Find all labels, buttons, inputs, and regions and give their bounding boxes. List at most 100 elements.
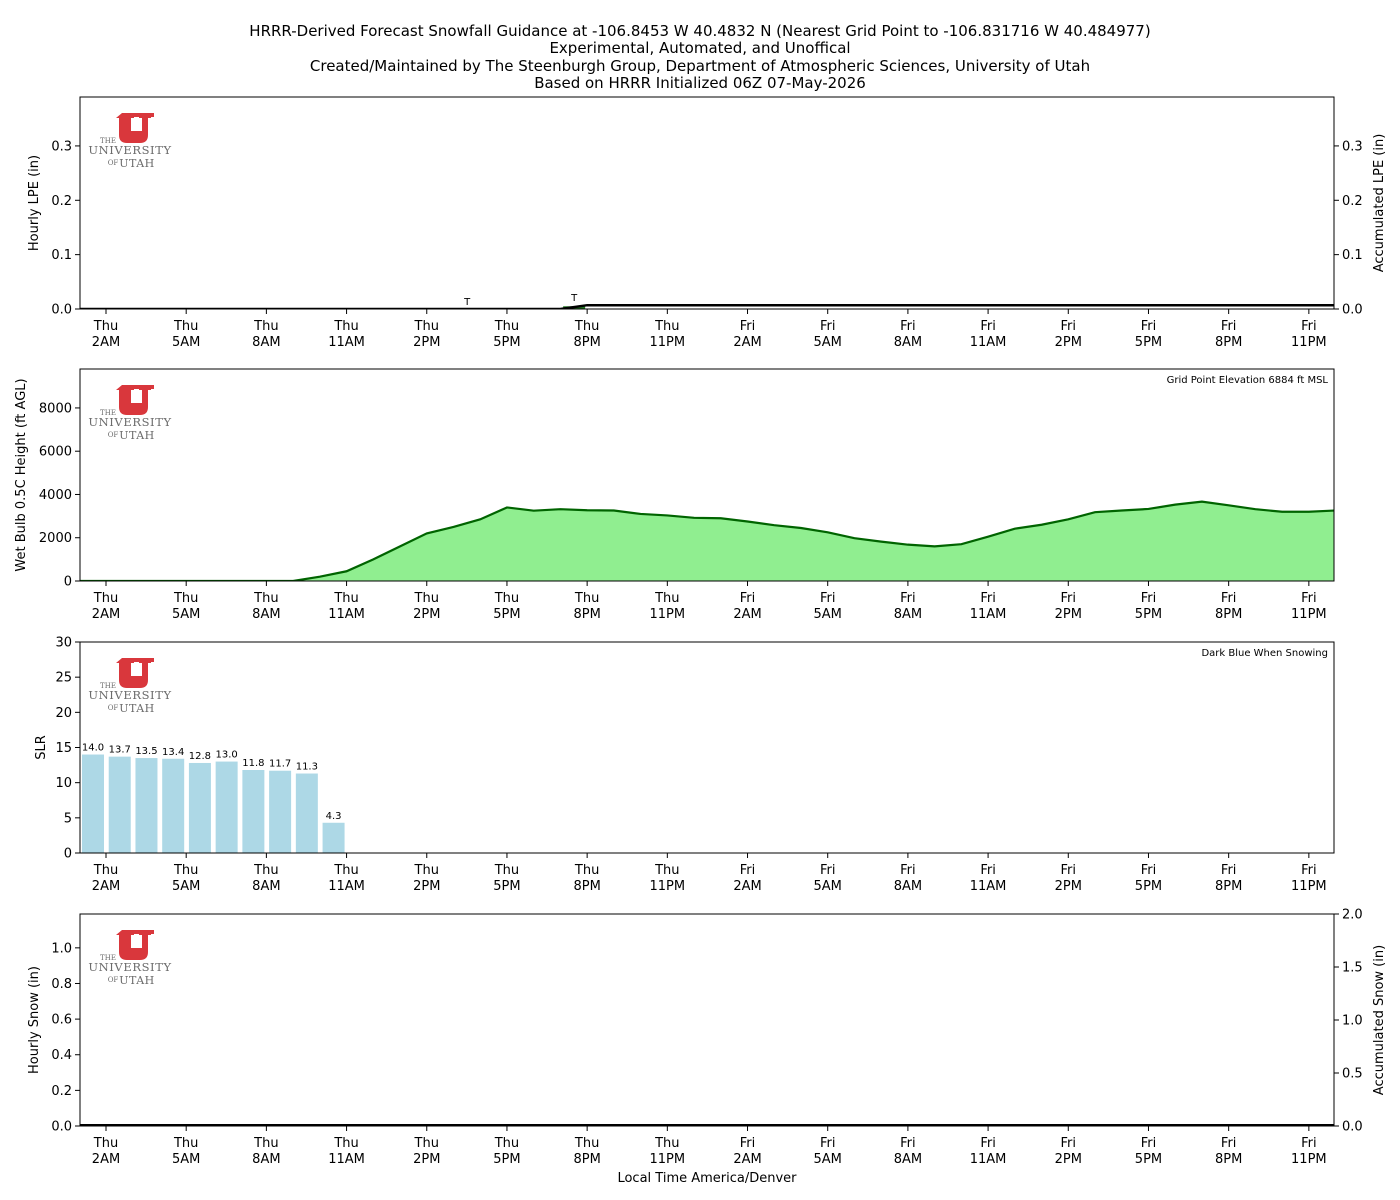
x-tick-time-label: 11AM [970, 335, 1007, 350]
x-tick-day-label: Fri [820, 1136, 836, 1151]
x-tick-day-label: Fri [1061, 319, 1077, 334]
x-tick-day-label: Thu [494, 863, 519, 878]
x-tick-day-label: Fri [980, 591, 996, 606]
x-tick-time-label: 2AM [733, 607, 761, 622]
slr-bar-label: 13.4 [162, 747, 184, 758]
panel-1-y2tick-label: 0.3 [1342, 139, 1363, 154]
slr-bar [215, 761, 238, 853]
slr-bar [108, 756, 131, 853]
x-tick-time-label: 8PM [1215, 1152, 1242, 1167]
x-tick-time-label: 8PM [1215, 879, 1242, 894]
x-tick-time-label: 8AM [894, 335, 922, 350]
slr-bar [135, 758, 158, 853]
x-tick-day-label: Fri [740, 591, 756, 606]
x-tick-time-label: 11AM [970, 607, 1007, 622]
y2-axis-label: Accumulated Snow (in) [1372, 945, 1387, 1095]
logo-university: UNIVERSITY [88, 143, 171, 157]
block-u-icon [116, 113, 151, 143]
title-line-4: Based on HRRR Initialized 06Z 07-May-202… [534, 74, 866, 92]
x-tick-day-label: Thu [494, 1136, 519, 1151]
x-tick-time-label: 2PM [413, 607, 440, 622]
block-u-icon [116, 385, 151, 415]
x-tick-day-label: Thu [414, 591, 439, 606]
x-axis-label: Local Time America/Denver [617, 1171, 797, 1186]
x-tick-time-label: 5AM [172, 879, 200, 894]
x-tick-day-label: Fri [1141, 1136, 1157, 1151]
x-tick-day-label: Thu [173, 1136, 198, 1151]
panel-3-ytick-label: 0 [64, 847, 72, 862]
panel-2-ytick-label: 0 [64, 575, 72, 590]
x-tick-time-label: 5AM [814, 607, 842, 622]
x-tick-time-label: 2AM [733, 1152, 761, 1167]
x-tick-day-label: Fri [740, 863, 756, 878]
slr-bar-label: 13.0 [216, 750, 238, 761]
panel-4-ytick-label: 0.2 [51, 1084, 72, 1099]
x-tick-time-label: 8AM [252, 1152, 280, 1167]
x-tick-day-label: Thu [253, 591, 278, 606]
slr-bar-label: 12.8 [189, 751, 211, 762]
slr-bar-label: 4.3 [326, 811, 342, 822]
plot-area [80, 303, 1334, 309]
x-tick-day-label: Thu [333, 863, 358, 878]
logo-the: THE [100, 409, 116, 417]
x-tick-day-label: Fri [1301, 863, 1317, 878]
panel-4-ytick-label: 0.0 [51, 1120, 72, 1135]
x-tick-day-label: Thu [654, 319, 679, 334]
slr-bar-label: 14.0 [82, 743, 104, 754]
slr-bar [295, 773, 318, 853]
x-tick-time-label: 2AM [733, 879, 761, 894]
panel-3-ytick-label: 30 [55, 636, 72, 651]
x-tick-time-label: 5PM [1135, 879, 1162, 894]
x-tick-time-label: 5PM [493, 335, 520, 350]
x-tick-time-label: 5PM [493, 879, 520, 894]
slr-bar [188, 762, 211, 853]
slr-bar [82, 754, 104, 853]
x-tick-time-label: 11AM [970, 879, 1007, 894]
x-tick-day-label: Thu [333, 319, 358, 334]
panel-4-y2tick-label: 0.5 [1342, 1067, 1363, 1082]
x-tick-time-label: 8AM [252, 335, 280, 350]
panel-note: Dark Blue When Snowing [1201, 648, 1328, 659]
x-tick-day-label: Fri [1061, 863, 1077, 878]
panel-3-ytick-label: 20 [55, 706, 72, 721]
x-tick-time-label: 5PM [493, 607, 520, 622]
panel-3-ytick-label: 10 [55, 776, 72, 791]
axes-frame [79, 96, 1335, 310]
x-tick-day-label: Fri [740, 319, 756, 334]
x-tick-day-label: Thu [654, 591, 679, 606]
x-tick-time-label: 11PM [650, 1152, 686, 1167]
x-tick-day-label: Fri [740, 1136, 756, 1151]
x-tick-time-label: 11PM [1291, 607, 1327, 622]
y-axis-label: Hourly LPE (in) [27, 155, 42, 251]
x-tick-time-label: 2PM [1055, 879, 1082, 894]
x-tick-time-label: 5AM [172, 335, 200, 350]
x-tick-time-label: 2PM [413, 1152, 440, 1167]
x-tick-day-label: Fri [980, 1136, 996, 1151]
logo-utah: UTAH [119, 974, 155, 987]
x-tick-time-label: 2AM [733, 335, 761, 350]
x-tick-day-label: Fri [1061, 1136, 1077, 1151]
x-tick-time-label: 11PM [650, 335, 686, 350]
x-tick-day-label: Fri [1301, 319, 1317, 334]
block-u-top-bar [122, 658, 154, 662]
panel-4-ytick-label: 0.6 [51, 1013, 72, 1028]
panel-4-ytick-label: 0.8 [51, 977, 72, 992]
figure-title: HRRR-Derived Forecast Snowfall Guidance … [249, 22, 1150, 92]
x-tick-day-label: Fri [820, 863, 836, 878]
panel-1-ytick-label: 0.3 [51, 139, 72, 154]
x-tick-day-label: Thu [574, 591, 599, 606]
x-tick-day-label: Thu [414, 319, 439, 334]
trace-marker: T [570, 293, 578, 304]
x-tick-time-label: 11AM [328, 607, 365, 622]
x-tick-time-label: 11PM [650, 879, 686, 894]
x-tick-time-label: 11PM [650, 607, 686, 622]
x-tick-time-label: 5AM [172, 607, 200, 622]
x-tick-time-label: 8PM [573, 335, 600, 350]
panel-1-ytick-label: 0.1 [51, 248, 72, 263]
x-tick-day-label: Thu [494, 591, 519, 606]
